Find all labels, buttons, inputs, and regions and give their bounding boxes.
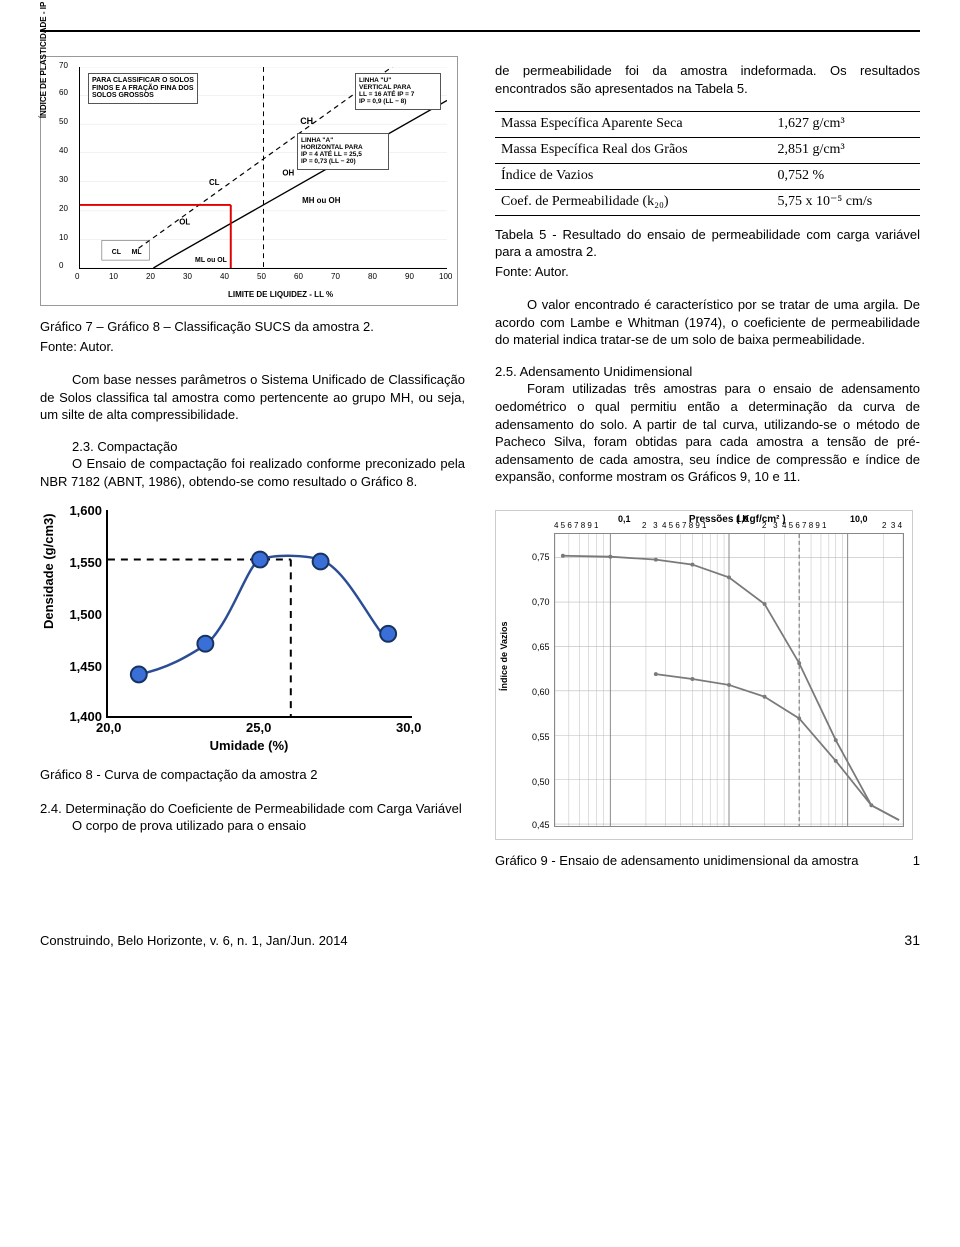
- caption-chart9-right: 1: [913, 852, 920, 870]
- sec24-title: Determinação do Coeficiente de Permeabil…: [65, 801, 461, 816]
- page-footer: Construindo, Belo Horizonte, v. 6, n. 1,…: [40, 931, 920, 950]
- svg-text:ML ou OL: ML ou OL: [195, 257, 227, 264]
- chart8-ylabel: Densidade (g/cm3): [40, 514, 58, 630]
- chart7-xlabel: LIMITE DE LIQUIDEZ - LL %: [228, 290, 333, 301]
- chart-7-canvas: ÍNDICE DE PLASTICIDADE - IP %: [40, 56, 458, 306]
- svg-text:OH: OH: [282, 168, 294, 177]
- svg-text:MH ou OH: MH ou OH: [302, 196, 341, 205]
- sec25-num: 2.5.: [495, 364, 517, 379]
- caption-chart9: Gráfico 9 - Ensaio de adensamento unidim…: [495, 852, 859, 870]
- table-row: Massa Específica Aparente Seca1,627 g/cm…: [495, 112, 920, 138]
- fonte-chart7: Fonte: Autor.: [40, 338, 465, 356]
- sec23-body: O Ensaio de compactação foi realizado co…: [40, 455, 465, 490]
- svg-text:OL: OL: [179, 218, 190, 227]
- caption-table5: Tabela 5 - Resultado do ensaio de permea…: [495, 226, 920, 261]
- table-5: Massa Específica Aparente Seca1,627 g/cm…: [495, 111, 920, 216]
- section-2-3: 2.3. Compactação O Ensaio de compactação…: [40, 438, 465, 491]
- chart7-box-linhaU: LINHA "U" VERTICAL PARA LL = 16 ATÉ IP =…: [355, 73, 441, 110]
- sec25-body: Foram utilizadas três amostras para o en…: [495, 380, 920, 485]
- chart9-svg: [555, 534, 903, 826]
- para-left-1: Com base nesses parâmetros o Sistema Uni…: [40, 371, 465, 424]
- svg-text:CL: CL: [112, 249, 121, 256]
- chart8-svg: [108, 510, 412, 716]
- chart7-ylabel: ÍNDICE DE PLASTICIDADE - IP %: [39, 0, 50, 118]
- chart8-xlabel: Umidade (%): [210, 737, 289, 755]
- svg-text:ML: ML: [132, 249, 142, 256]
- footer-left: Construindo, Belo Horizonte, v. 6, n. 1,…: [40, 932, 348, 950]
- chart9-canvas: Pressões ( Kgf/cm² ) Índice de Vazios 0,…: [495, 510, 913, 840]
- svg-text:CH: CH: [300, 116, 313, 126]
- chart-8-compaction: Densidade (g/cm3): [40, 504, 465, 754]
- left-column: ÍNDICE DE PLASTICIDADE - IP %: [40, 56, 465, 871]
- sec24-body: O corpo de prova utilizado para o ensaio: [40, 817, 465, 835]
- table-row: Coef. de Permeabilidade (k₂₀)5,75 x 10⁻⁵…: [495, 189, 920, 215]
- chart-7-sucs: ÍNDICE DE PLASTICIDADE - IP %: [40, 56, 465, 306]
- sec24-num: 2.4.: [40, 801, 62, 816]
- sec23-num: 2.3.: [72, 439, 94, 454]
- chart7-box-classify: PARA CLASSIFICAR O SOLOS FINOS E A FRAÇÃ…: [88, 73, 198, 104]
- sec23-title: Compactação: [97, 439, 177, 454]
- chart9-ylabel: Índice de Vazios: [498, 622, 510, 692]
- chart-9-consolidation: Pressões ( Kgf/cm² ) Índice de Vazios 0,…: [495, 510, 920, 840]
- table-row: Massa Específica Real dos Grãos2,851 g/c…: [495, 137, 920, 163]
- para-right-2: O valor encontrado é característico por …: [495, 296, 920, 349]
- chart7-box-linhaA: LINHA "A" HORIZONTAL PARA IP = 4 ATÉ LL …: [297, 133, 389, 170]
- sec25-title: Adensamento Unidimensional: [520, 364, 693, 379]
- caption-chart8: Gráfico 8 - Curva de compactação da amos…: [40, 766, 465, 784]
- fonte-table5: Fonte: Autor.: [495, 263, 920, 281]
- chart8-canvas: Densidade (g/cm3): [40, 504, 420, 754]
- caption-chart7: Gráfico 7 – Gráfico 8 – Classificação SU…: [40, 318, 465, 336]
- caption-chart9-row: Gráfico 9 - Ensaio de adensamento unidim…: [495, 852, 920, 870]
- svg-text:CL: CL: [209, 178, 220, 187]
- section-2-4: 2.4. Determinação do Coeficiente de Perm…: [40, 800, 465, 835]
- section-2-5: 2.5. Adensamento Unidimensional Foram ut…: [495, 363, 920, 486]
- two-column-layout: ÍNDICE DE PLASTICIDADE - IP %: [40, 56, 920, 871]
- top-rule: [40, 30, 920, 32]
- page-number: 31: [904, 931, 920, 950]
- para-right-intro: de permeabilidade foi da amostra indefor…: [495, 62, 920, 97]
- right-column: de permeabilidade foi da amostra indefor…: [495, 56, 920, 871]
- table-row: Índice de Vazios0,752 %: [495, 163, 920, 189]
